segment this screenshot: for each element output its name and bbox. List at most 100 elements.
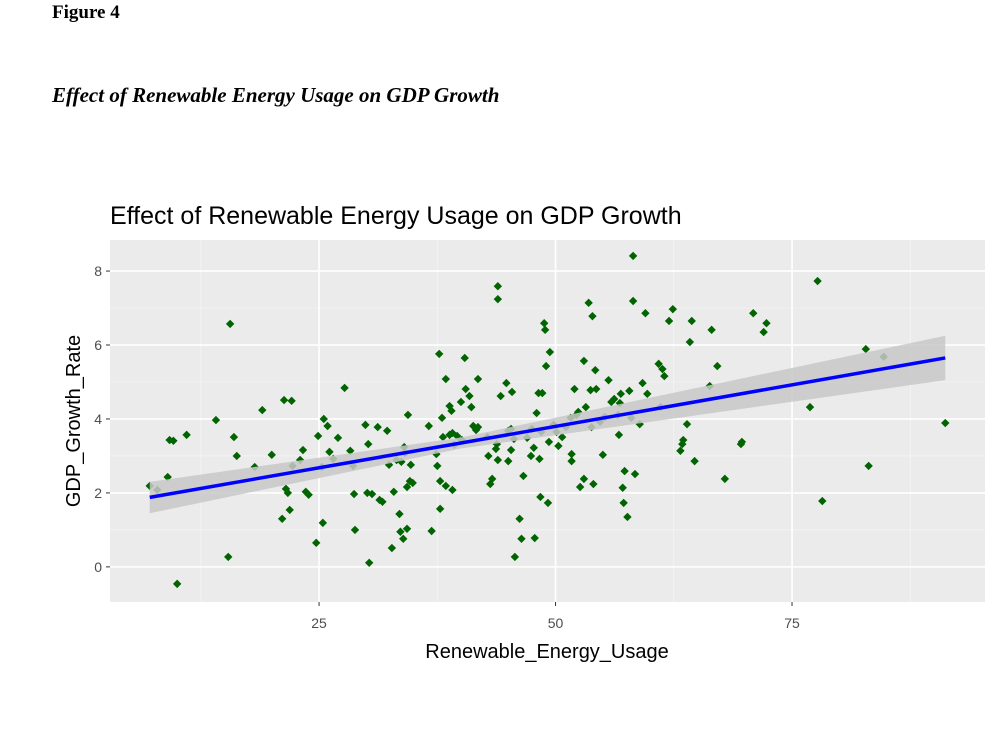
point	[619, 498, 628, 508]
point	[395, 509, 404, 519]
point	[570, 384, 579, 394]
point	[437, 413, 447, 423]
point	[318, 518, 328, 528]
point	[545, 347, 555, 357]
point	[373, 422, 382, 432]
point	[628, 251, 638, 261]
point	[643, 389, 652, 399]
point	[427, 526, 436, 536]
point	[484, 451, 493, 461]
point	[592, 384, 601, 394]
point	[496, 391, 505, 401]
point	[614, 430, 624, 440]
point	[378, 497, 387, 506]
point	[350, 525, 360, 535]
point	[364, 558, 374, 568]
point	[510, 552, 520, 562]
point	[526, 451, 536, 461]
point	[361, 420, 370, 430]
point	[762, 318, 771, 328]
point	[367, 489, 377, 499]
point	[579, 474, 589, 484]
point	[434, 349, 444, 359]
point	[402, 482, 412, 492]
point	[530, 533, 539, 543]
chart-title: Effect of Renewable Energy Usage on GDP …	[110, 202, 682, 230]
point	[438, 432, 448, 442]
point	[399, 534, 408, 543]
point	[641, 309, 650, 318]
point	[589, 479, 598, 489]
point	[313, 431, 323, 441]
point	[382, 426, 392, 435]
point	[403, 410, 413, 420]
point	[554, 441, 563, 451]
point	[539, 318, 549, 328]
point	[172, 579, 182, 589]
point	[312, 538, 321, 548]
point	[685, 337, 695, 347]
point	[279, 395, 289, 405]
point	[679, 435, 688, 445]
point	[346, 446, 355, 455]
point	[678, 439, 687, 449]
point	[364, 439, 373, 449]
point	[579, 356, 589, 366]
fit-line	[149, 356, 946, 500]
point	[620, 466, 629, 476]
point	[493, 294, 503, 304]
point	[529, 443, 538, 453]
point	[584, 298, 593, 308]
point	[408, 478, 417, 488]
point	[325, 447, 334, 457]
point	[232, 451, 241, 461]
point	[535, 454, 544, 464]
point	[625, 386, 634, 396]
point	[658, 364, 667, 374]
point	[638, 378, 647, 388]
point	[304, 490, 313, 499]
point	[668, 304, 678, 314]
point	[660, 371, 669, 381]
y-tick-label: 8	[94, 263, 102, 279]
point	[447, 406, 456, 416]
point	[387, 543, 397, 553]
point	[805, 402, 815, 412]
point	[169, 436, 178, 445]
point	[435, 476, 445, 486]
point	[473, 374, 483, 384]
point	[465, 391, 474, 401]
point	[557, 432, 567, 442]
point	[448, 485, 457, 495]
point	[224, 552, 233, 562]
point	[616, 389, 626, 399]
point	[532, 408, 541, 418]
x-tick-label: 50	[548, 615, 564, 631]
point	[682, 419, 692, 429]
y-tick-label: 6	[94, 337, 102, 353]
point	[507, 387, 517, 397]
point	[435, 504, 445, 514]
point	[676, 446, 685, 455]
point	[298, 445, 308, 455]
point	[598, 450, 608, 460]
point	[433, 461, 442, 471]
figure-label: Figure 4	[52, 2, 120, 23]
point	[389, 487, 398, 497]
point	[349, 489, 359, 499]
point	[287, 396, 296, 406]
point	[473, 422, 483, 432]
point	[737, 437, 747, 447]
point	[506, 445, 516, 455]
point	[541, 361, 551, 371]
point	[460, 353, 469, 363]
y-tick-label: 0	[94, 559, 102, 575]
point	[424, 421, 433, 431]
point	[504, 456, 513, 466]
point	[285, 505, 294, 515]
point	[487, 474, 497, 484]
point	[749, 309, 758, 318]
point	[567, 456, 576, 466]
point	[567, 449, 576, 459]
point	[406, 460, 416, 470]
